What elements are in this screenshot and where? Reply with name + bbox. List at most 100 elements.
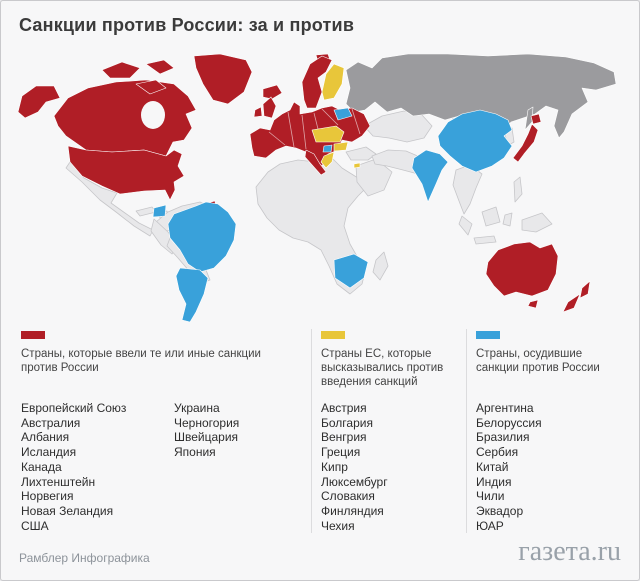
legend-eu-against-label: Страны ЕС, которые высказывались против …	[321, 348, 444, 388]
region-indochina	[452, 164, 483, 215]
country-list-item: Албания	[21, 430, 70, 445]
region-greenland	[193, 54, 253, 105]
country-list-item: Украина	[174, 401, 220, 415]
country-list-item: Европейский Союз	[21, 401, 127, 415]
legend-condemned: Страны, осудившие санкции против России	[476, 331, 624, 375]
region-brazil	[167, 201, 237, 273]
country-list-item: Индия	[476, 474, 512, 489]
page-title: Санкции против России: за и против	[19, 15, 355, 35]
country-list-item: Исландия	[21, 445, 77, 460]
region-uk	[262, 96, 277, 119]
region-sulawesi	[502, 212, 513, 227]
region-new-zealand-north	[579, 280, 591, 299]
legend-sanctions-label: Страны, которые ввели те или иные санкци…	[21, 348, 261, 374]
region-new-zealand-south	[562, 293, 581, 313]
region-cyprus	[353, 162, 361, 169]
region-sumatra	[458, 215, 473, 236]
region-serbia	[322, 144, 333, 153]
region-tasmania	[527, 299, 539, 309]
country-list-item: Лихтенштейн	[21, 474, 96, 489]
brand-logo: газета.ru	[518, 536, 621, 567]
region-italy	[304, 149, 327, 176]
region-new-guinea	[521, 212, 553, 233]
region-ecuador	[152, 204, 167, 218]
country-list-item: Норвегия	[21, 489, 74, 504]
region-central-asia	[363, 110, 433, 143]
region-finland	[321, 63, 345, 101]
region-turkey	[345, 146, 377, 161]
region-belarus	[333, 107, 353, 121]
eu-against-regions	[311, 63, 361, 169]
region-central-europe	[311, 125, 345, 143]
country-list-item: Эквадор	[476, 503, 524, 518]
country-list-item: Венгрия	[321, 430, 367, 445]
sanctions-country-list-col1: Европейский Союз Австралия Албания Исландия…	[21, 401, 169, 533]
country-list-item: Кипр	[321, 459, 348, 474]
legend-divider-2	[466, 329, 467, 533]
legend-eu-against: Страны ЕС, которые высказывались против …	[321, 331, 453, 389]
country-list-item: США	[21, 518, 49, 533]
region-alaska	[17, 85, 61, 119]
region-philippines	[513, 176, 523, 203]
country-list-item: Швейцария	[174, 430, 239, 445]
sanctions-color-swatch	[21, 331, 45, 339]
region-canada	[53, 79, 197, 157]
country-list-item: ЮАР	[476, 518, 504, 533]
region-scandinavia	[301, 55, 333, 109]
region-sakhalin	[524, 106, 534, 131]
country-list-item: Болгария	[321, 415, 373, 430]
condemned-country-list: Аргентина Белоруссия Бразилия Сербия Китай Ин…	[476, 401, 624, 533]
country-list-item: Чехия	[321, 518, 355, 533]
region-russia	[345, 54, 617, 139]
region-arctic-island-3	[135, 79, 167, 95]
country-list-item: Черногория	[174, 415, 240, 430]
country-list-item: Австралия	[21, 415, 81, 430]
region-japan	[512, 123, 539, 163]
condemned-regions	[152, 107, 513, 323]
eu-against-country-list: Австрия Болгария Венгрия Греция Кипр Люксембу…	[321, 401, 459, 533]
hudson-bay	[141, 101, 165, 129]
country-list-item: Словакия	[321, 489, 375, 504]
region-china	[437, 109, 513, 173]
country-list-item: Канада	[21, 459, 62, 474]
region-south-africa	[333, 253, 369, 289]
legend-condemned-label: Страны, осудившие санкции против России	[476, 348, 600, 374]
legend-divider-1	[311, 329, 312, 533]
region-hokkaido	[530, 113, 542, 125]
country-list-item: Аргентина	[476, 401, 534, 415]
country-list-item: Люксембург	[321, 474, 388, 489]
condemned-color-swatch	[476, 331, 500, 339]
source-credit: Рамблер Инфографика	[19, 551, 150, 565]
region-chile-argentina	[175, 267, 209, 323]
legend-sanctions: Страны, которые ввели те или иные санкци…	[21, 331, 293, 375]
region-australia	[485, 241, 559, 297]
country-borders-overlay	[268, 108, 361, 150]
country-list-item: Япония	[174, 445, 216, 460]
eu-against-color-swatch	[321, 331, 345, 339]
country-list-item: Греция	[321, 445, 361, 460]
region-usa	[67, 145, 185, 201]
region-iceland	[262, 84, 283, 100]
region-madagascar	[372, 251, 389, 281]
region-india	[411, 149, 449, 203]
region-bulgaria	[333, 141, 349, 152]
region-ireland	[253, 106, 263, 118]
country-list-item: Новая Зеландия	[21, 503, 114, 518]
country-list-item: Сербия	[476, 445, 519, 460]
region-greece	[320, 151, 335, 169]
region-borneo	[481, 206, 501, 227]
country-list-item: Бразилия	[476, 430, 530, 445]
country-list-item: Белоруссия	[476, 415, 542, 430]
world-map	[17, 54, 617, 323]
region-arctic-island-2	[145, 59, 175, 75]
country-list-item: Финляндия	[321, 503, 384, 518]
country-list-item: Австрия	[321, 401, 367, 415]
country-list-item: Чили	[476, 489, 505, 504]
sanction-regions	[17, 54, 591, 313]
country-list-item: Китай	[476, 459, 509, 474]
russia-regions	[345, 54, 617, 139]
region-arctic-island-1	[101, 61, 141, 79]
region-java	[473, 235, 497, 245]
sanctions-country-list-col2: Украина Черногория Швейцария Япония	[174, 401, 304, 460]
